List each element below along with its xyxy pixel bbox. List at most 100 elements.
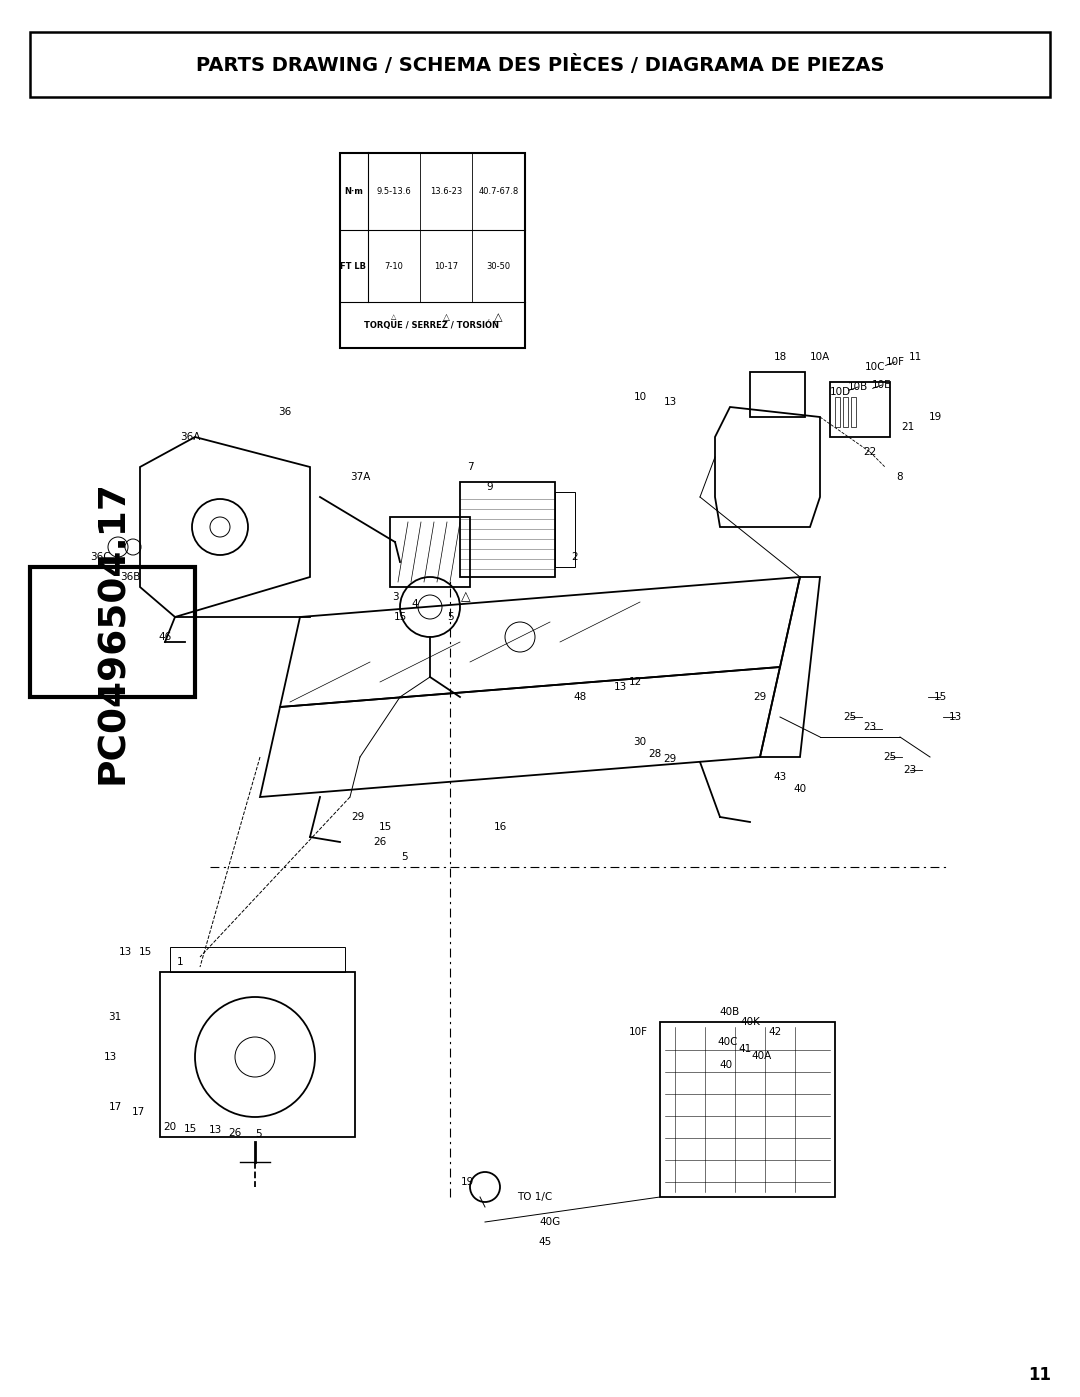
Text: 9: 9	[487, 482, 494, 492]
Text: 10D: 10D	[829, 387, 851, 397]
Text: 13: 13	[613, 682, 626, 692]
Text: 5: 5	[401, 852, 407, 862]
Text: 40C: 40C	[718, 1037, 739, 1046]
Bar	[851, 397, 856, 427]
Text: 25: 25	[843, 712, 856, 722]
Bar	[843, 397, 848, 427]
Text: 22: 22	[863, 447, 877, 457]
Text: 36C: 36C	[90, 552, 110, 562]
Text: 7-10: 7-10	[384, 263, 403, 271]
Text: 40: 40	[794, 784, 807, 793]
Bar	[835, 397, 840, 427]
Text: TO 1/C: TO 1/C	[517, 1192, 553, 1201]
Text: 43: 43	[773, 773, 786, 782]
Text: 19: 19	[929, 412, 942, 422]
Text: 40K: 40K	[740, 1017, 760, 1027]
Text: 40: 40	[719, 1060, 732, 1070]
Text: 4: 4	[411, 599, 418, 609]
Text: △: △	[461, 591, 471, 604]
Text: 15: 15	[184, 1125, 197, 1134]
Text: 11: 11	[1028, 1366, 1052, 1384]
Text: 45: 45	[538, 1236, 552, 1248]
Text: 10B: 10B	[848, 381, 868, 393]
Text: 46: 46	[159, 631, 172, 643]
Text: 36A: 36A	[179, 432, 200, 441]
Text: 26: 26	[228, 1127, 242, 1139]
Text: △: △	[443, 313, 449, 321]
Text: 5: 5	[255, 1129, 261, 1139]
Text: PARTS DRAWING / SCHEMA DES PIÈCES / DIAGRAMA DE PIEZAS: PARTS DRAWING / SCHEMA DES PIÈCES / DIAG…	[195, 54, 885, 75]
Text: 13: 13	[119, 947, 132, 957]
Bar	[660, 1023, 835, 1197]
Text: △: △	[494, 313, 502, 323]
Text: 10A: 10A	[810, 352, 831, 362]
Text: 10-17: 10-17	[434, 263, 458, 271]
Text: 19: 19	[460, 1178, 474, 1187]
Text: FT LB: FT LB	[340, 263, 366, 271]
Text: 15: 15	[378, 821, 392, 833]
Text: 15: 15	[393, 612, 407, 622]
Text: 23: 23	[863, 722, 877, 732]
Text: TORQUE / SERREZ / TORSIÓN: TORQUE / SERREZ / TORSIÓN	[365, 320, 499, 330]
Text: 2: 2	[571, 552, 578, 562]
Text: 5: 5	[447, 612, 454, 622]
Text: 29: 29	[351, 812, 365, 821]
Text: 10F: 10F	[629, 1027, 648, 1037]
Text: 25: 25	[883, 752, 896, 761]
Text: 10C: 10C	[865, 362, 886, 372]
Text: 15: 15	[138, 947, 151, 957]
Text: 13: 13	[948, 712, 961, 722]
Text: 21: 21	[902, 422, 915, 432]
Text: 10E: 10E	[873, 380, 892, 390]
Text: 17: 17	[132, 1106, 145, 1118]
Text: 12: 12	[629, 678, 642, 687]
Bar	[390, 517, 470, 587]
Text: △: △	[391, 314, 396, 320]
Bar	[30, 567, 195, 697]
Text: 31: 31	[108, 1011, 122, 1023]
Text: 48: 48	[573, 692, 586, 703]
Text: 13: 13	[104, 1052, 117, 1062]
Bar	[160, 972, 355, 1137]
Text: 1: 1	[177, 957, 184, 967]
Text: N·m: N·m	[345, 187, 363, 196]
Text: 40.7-67.8: 40.7-67.8	[478, 187, 518, 196]
Text: 7: 7	[467, 462, 473, 472]
Bar	[170, 947, 345, 972]
Text: 40A: 40A	[752, 1051, 772, 1060]
Bar	[460, 482, 555, 577]
Text: 29: 29	[754, 692, 767, 703]
Bar	[30, 32, 1050, 96]
Text: 36B: 36B	[120, 571, 140, 583]
Text: 8: 8	[896, 472, 903, 482]
Text: 29: 29	[663, 754, 677, 764]
Text: 28: 28	[648, 749, 662, 759]
Text: 17: 17	[108, 1102, 122, 1112]
Text: 40G: 40G	[539, 1217, 561, 1227]
Text: 40B: 40B	[720, 1007, 740, 1017]
Text: 42: 42	[768, 1027, 782, 1037]
Text: 9.5-13.6: 9.5-13.6	[376, 187, 411, 196]
Text: 41: 41	[739, 1044, 752, 1053]
Text: 30: 30	[634, 738, 647, 747]
Text: 26: 26	[374, 837, 387, 847]
Text: 30-50: 30-50	[486, 263, 511, 271]
Text: 3: 3	[392, 592, 399, 602]
Text: 23: 23	[903, 766, 917, 775]
Text: 15: 15	[933, 692, 947, 703]
Text: 13.6-23: 13.6-23	[430, 187, 462, 196]
Text: 13: 13	[208, 1125, 221, 1134]
Bar	[831, 381, 890, 437]
Text: 37A: 37A	[350, 472, 370, 482]
Text: 13: 13	[663, 397, 677, 407]
Text: PC0496504.17: PC0496504.17	[95, 481, 131, 784]
Text: 18: 18	[773, 352, 786, 362]
Text: 11: 11	[908, 352, 921, 362]
Bar	[750, 372, 805, 416]
Text: 16: 16	[494, 821, 507, 833]
Text: 36: 36	[279, 407, 292, 416]
Text: 10F: 10F	[886, 358, 905, 367]
Text: 10: 10	[634, 393, 647, 402]
Text: 20: 20	[163, 1122, 176, 1132]
Bar	[339, 152, 525, 348]
